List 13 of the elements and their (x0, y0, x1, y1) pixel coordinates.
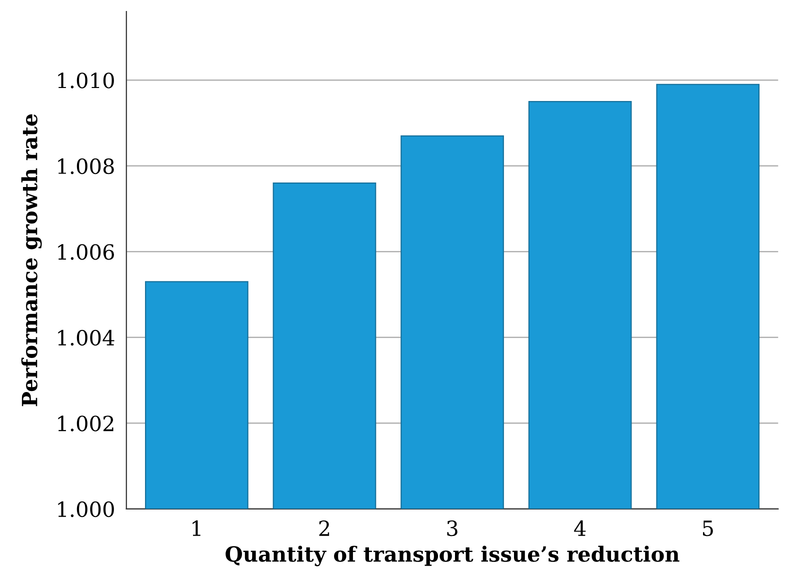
y-tick-label: 1.000 (58, 501, 114, 518)
y-tick-label: 1.002 (58, 416, 114, 432)
x-tick-label: 4 (574, 520, 586, 536)
y-tick-label: 1.010 (58, 72, 114, 88)
y-axis-title: Performance growth rate (21, 114, 42, 406)
x-axis-title: Quantity of transport issue’s reduction (226, 546, 680, 566)
x-tick-label: 1 (192, 520, 200, 536)
y-tick-label: 1.004 (58, 330, 114, 346)
x-tick-label: 3 (447, 520, 458, 536)
y-tick-label: 1.006 (58, 244, 114, 260)
x-tick-label: 2 (319, 520, 330, 536)
y-tick-label: 1.008 (58, 158, 114, 174)
x-tick-label: 5 (703, 520, 713, 536)
